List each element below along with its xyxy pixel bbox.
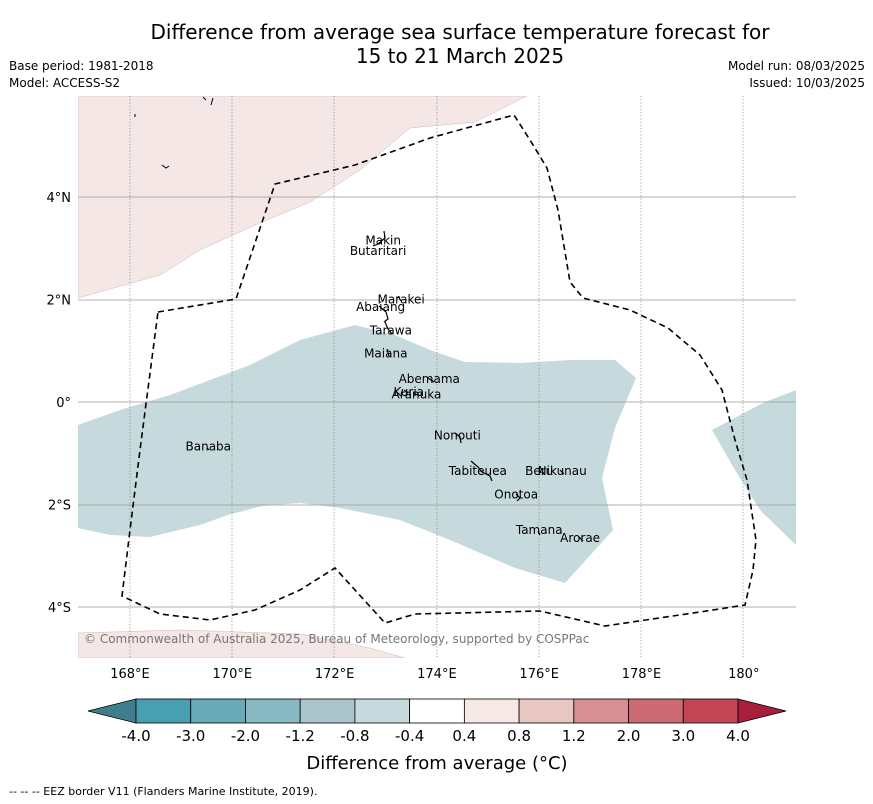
longitude-tick-label: 174°E xyxy=(417,667,457,682)
warm-anomaly-region-south xyxy=(78,629,406,658)
longitude-tick-label: 178°E xyxy=(622,667,662,682)
longitude-tick-label: 176°E xyxy=(519,667,559,682)
colorbar-tick-label: 0.8 xyxy=(507,727,531,745)
island-label-maiana: Maiana xyxy=(364,346,407,360)
metadata-left: Base period: 1981-2018 Model: ACCESS-S2 xyxy=(9,58,154,92)
colorbar-segment xyxy=(463,698,520,724)
coastline-fragments xyxy=(134,96,214,169)
island-shapes xyxy=(206,230,584,542)
longitude-tick-label: 172°E xyxy=(315,667,355,682)
copyright-notice: © Commonwealth of Australia 2025, Bureau… xyxy=(84,632,589,646)
longitude-tick-label: 168°E xyxy=(110,667,150,682)
colorbar-tick-label: 3.0 xyxy=(671,727,695,745)
island-label-kuria: Kuria xyxy=(394,385,425,399)
colorbar-tick-label: -0.8 xyxy=(340,727,369,745)
colorbar-tick-label: 2.0 xyxy=(617,727,641,745)
island-label-beru: Beru xyxy=(525,464,553,478)
issued-date: Issued: 10/03/2025 xyxy=(749,76,865,90)
colorbar-segment xyxy=(245,698,301,724)
colorbar-tick-label: 1.2 xyxy=(562,727,586,745)
metadata-right: Model run: 08/03/2025 Issued: 10/03/2025 xyxy=(728,58,865,92)
latitude-tick-label: 0° xyxy=(56,396,71,411)
longitude-ticks: 168°E 170°E 172°E 174°E 176°E 178°E 180° xyxy=(110,667,759,682)
colorbar-tick-label: 4.0 xyxy=(726,727,750,745)
island-label-tabiteuea: Tabiteuea xyxy=(448,464,507,478)
colorbar-segment xyxy=(409,698,465,724)
island-label-abaiang: Abaiang xyxy=(356,300,405,314)
colorbar-segment xyxy=(518,698,575,724)
map-title: Difference from average sea surface temp… xyxy=(90,20,830,68)
latitude-tick-label: 4°S xyxy=(48,601,71,616)
title-line-1: Difference from average sea surface temp… xyxy=(150,20,770,44)
latitude-ticks: 4°N 2°N 0° 2°S 4°S xyxy=(47,191,72,616)
island-label-aranuka: Aranuka xyxy=(392,387,442,401)
colorbar-tick-label: -1.2 xyxy=(286,727,315,745)
title-line-2: 15 to 21 March 2025 xyxy=(355,44,565,68)
latitude-tick-label: 2°N xyxy=(47,294,72,309)
latitude-tick-label: 2°S xyxy=(48,499,71,514)
eez-legend-note: -- -- -- EEZ border V11 (Flanders Marine… xyxy=(9,785,318,798)
colorbar-segment xyxy=(354,698,411,724)
colorbar-segment xyxy=(135,698,192,724)
model-name: Model: ACCESS-S2 xyxy=(9,76,121,90)
colorbar-label: Difference from average (°C) xyxy=(306,753,567,774)
island-label-banaba: Banaba xyxy=(186,440,232,454)
island-label-marakei: Marakei xyxy=(377,293,424,307)
island-label-butaritari: Butaritari xyxy=(350,244,407,258)
island-label-nikunau: Nikunau xyxy=(538,464,587,478)
base-period: Base period: 1981-2018 xyxy=(9,59,154,73)
latitude-tick-label: 4°N xyxy=(47,191,72,206)
island-label-nonouti: Nonouti xyxy=(434,428,481,442)
parallels xyxy=(78,196,796,608)
longitude-tick-label: 170°E xyxy=(213,667,253,682)
longitude-tick-label: 180° xyxy=(728,667,759,682)
colorbar-segment xyxy=(628,698,684,724)
model-run: Model run: 08/03/2025 xyxy=(727,59,865,73)
map-area xyxy=(78,96,796,658)
cool-anomaly-region-main xyxy=(78,325,636,583)
island-label-arorae: Arorae xyxy=(560,531,600,545)
colorbar-tick-label: 0.4 xyxy=(452,727,476,745)
colorbar-segment xyxy=(299,698,356,724)
cool-anomaly-region-east xyxy=(712,390,796,545)
island-label-tamana: Tamana xyxy=(515,523,563,537)
colorbar-over-arrow xyxy=(737,698,787,724)
colorbar-tick-label: -3.0 xyxy=(176,727,205,745)
eez-border xyxy=(121,114,757,627)
colorbar-tick-label: -4.0 xyxy=(121,727,150,745)
colorbar-under-arrow xyxy=(87,698,137,724)
island-label-makin: Makin xyxy=(365,234,401,248)
meridians xyxy=(129,96,744,658)
colorbar-segment xyxy=(573,698,629,724)
island-label-abemama: Abemama xyxy=(399,372,460,386)
island-label-tarawa: Tarawa xyxy=(369,323,412,337)
colorbar-segment xyxy=(190,698,246,724)
colorbar-tick-label: -0.4 xyxy=(395,727,424,745)
island-label-onotoa: Onotoa xyxy=(494,487,538,501)
colorbar-segment xyxy=(682,698,739,724)
colorbar: -4.0 -3.0 -2.0 -1.2 -0.8 -0.4 0.4 0.8 1.2 2.0 3.0 4… xyxy=(87,698,787,745)
colorbar-tick-label: -2.0 xyxy=(231,727,260,745)
